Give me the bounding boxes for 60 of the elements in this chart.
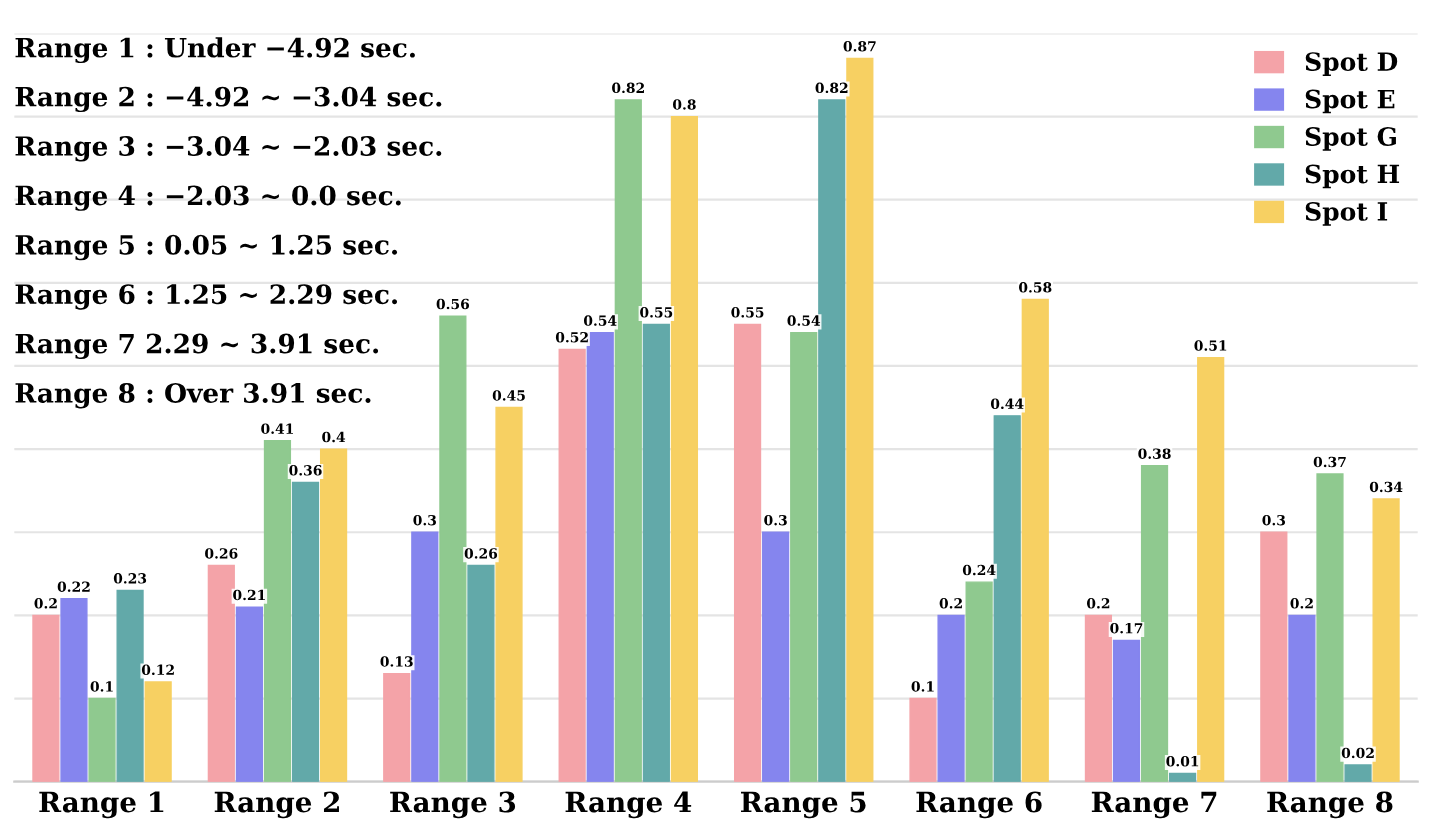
annotation: Range 3 : −3.04 ~ −2.03 sec. xyxy=(15,136,442,162)
x-tick-label: Range 4 xyxy=(565,791,692,819)
bar xyxy=(1140,465,1169,782)
legend-label: Spot D xyxy=(1305,52,1398,76)
bar xyxy=(60,598,88,782)
bar xyxy=(1084,614,1113,782)
bar xyxy=(263,440,292,782)
bar xyxy=(88,697,116,782)
bar xyxy=(235,606,263,782)
x-tick-label: Range 8 xyxy=(1267,791,1393,819)
bar xyxy=(467,564,495,782)
bar xyxy=(790,332,818,782)
bar xyxy=(1288,614,1316,782)
bar xyxy=(1260,531,1288,782)
bar xyxy=(207,564,235,782)
legend-label: Spot E xyxy=(1305,89,1395,114)
bar xyxy=(993,415,1021,782)
bar xyxy=(1112,639,1141,782)
bar xyxy=(846,57,874,782)
x-tick-label: Range 2 xyxy=(214,791,339,819)
bar xyxy=(116,589,144,782)
bar xyxy=(558,348,586,782)
bar xyxy=(1316,473,1344,782)
annotation: Range 2 : −4.92 ~ −3.04 sec. xyxy=(15,86,442,113)
x-tick-label: Range 5 xyxy=(741,791,866,819)
x-tick-label: Range 1 xyxy=(39,791,164,819)
legend-label: Spot G xyxy=(1305,127,1396,151)
bar xyxy=(586,332,614,782)
x-tick-label: Range 6 xyxy=(916,791,1042,819)
annotation: Range 6 : 1.25 ~ 2.29 sec. xyxy=(15,284,398,310)
bar xyxy=(495,406,523,782)
bar xyxy=(733,323,762,782)
x-tick-label: Range 3 xyxy=(390,791,516,819)
bar xyxy=(818,99,846,782)
bar xyxy=(1344,764,1372,782)
bar xyxy=(1021,298,1049,782)
bar xyxy=(383,672,411,782)
annotation: Range 7 2.29 ~ 3.91 sec. xyxy=(15,333,379,360)
bar xyxy=(32,614,60,782)
bar xyxy=(762,531,790,782)
bar xyxy=(614,99,642,782)
legend-label: Spot I xyxy=(1305,201,1388,226)
bar xyxy=(965,581,993,782)
annotation: Range 1 : Under −4.92 sec. xyxy=(15,37,415,64)
bar xyxy=(1197,356,1225,782)
legend-label: Spot H xyxy=(1305,164,1400,189)
bar xyxy=(1372,498,1400,782)
bar xyxy=(937,614,965,782)
annotation: Range 8 : Over 3.91 sec. xyxy=(15,382,371,409)
bar xyxy=(291,481,320,782)
bar xyxy=(319,448,348,782)
bar xyxy=(670,115,699,782)
annotation: Range 4 : −2.03 ~ 0.0 sec. xyxy=(15,185,401,211)
annotation: Range 5 : 0.05 ~ 1.25 sec. xyxy=(15,234,398,261)
bar xyxy=(411,531,439,782)
bar xyxy=(642,323,670,782)
x-tick-label: Range 7 xyxy=(1091,791,1217,819)
bar xyxy=(909,697,937,782)
bar xyxy=(144,681,172,782)
bar xyxy=(439,315,467,782)
